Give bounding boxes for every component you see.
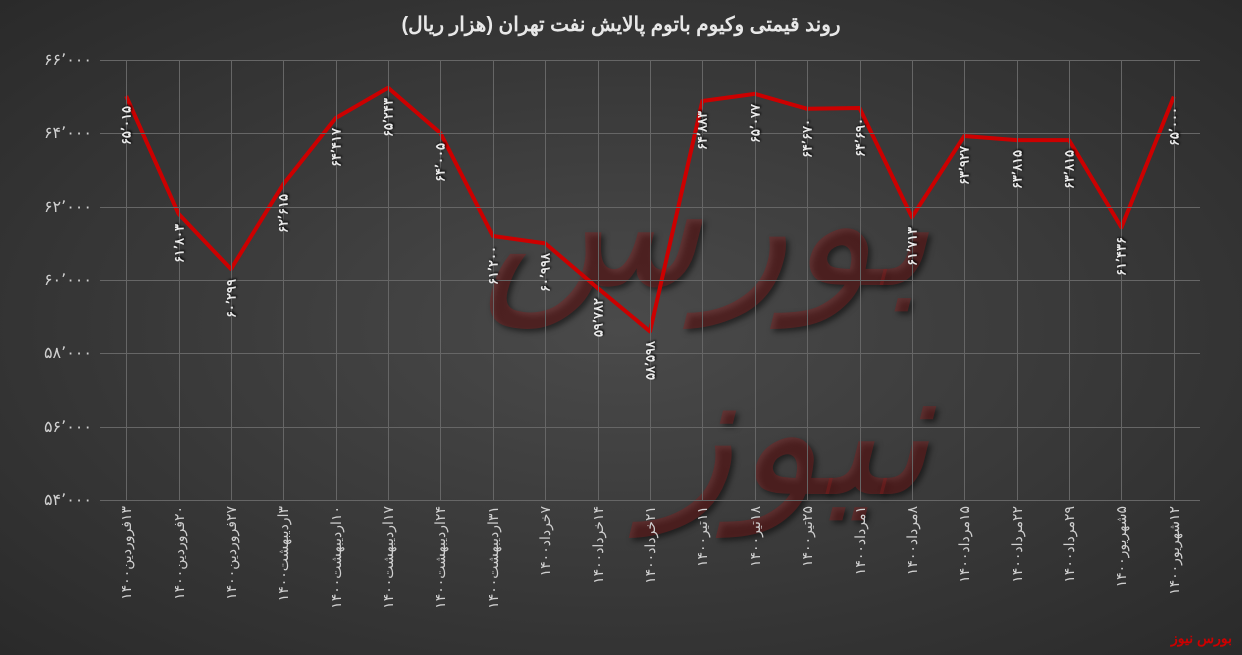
data-label: ۶۳٬۸۱۵ bbox=[1062, 150, 1077, 189]
y-axis-label: ۶۲٬۰۰۰ bbox=[12, 197, 92, 217]
data-label: ۶۱٬۲۰۰ bbox=[485, 246, 500, 285]
x-axis-label: ۳۱اردیبهشت۱۴۰۰ bbox=[485, 506, 501, 609]
grid-line-v bbox=[598, 60, 599, 500]
x-axis-label: ۲۹مرداد۱۴۰۰ bbox=[1061, 506, 1077, 583]
x-axis-label: ۱۵مرداد۱۴۰۰ bbox=[956, 506, 972, 583]
data-label: ۶۴٬۶۷۰ bbox=[800, 119, 815, 158]
grid-line-v bbox=[336, 60, 337, 500]
data-label: ۶۱٬۷۱۳ bbox=[904, 227, 919, 266]
x-axis-label: ۲۵تیر۱۴۰۰ bbox=[799, 506, 815, 567]
data-label: ۶۳٬۹۲۷ bbox=[957, 146, 972, 185]
x-axis-label: ۱۸تیر۱۴۰۰ bbox=[747, 506, 763, 567]
grid-line-v bbox=[1017, 60, 1018, 500]
x-axis-label: ۲۰فروردین۱۴۰۰ bbox=[171, 506, 187, 600]
data-label: ۶۲٬۶۱۵ bbox=[276, 194, 291, 233]
y-axis-label: ۵۶٬۰۰۰ bbox=[12, 417, 92, 437]
x-axis-label: ۳اردیبهشت۱۴۰۰ bbox=[275, 506, 291, 601]
y-axis-label: ۶۰٬۰۰۰ bbox=[12, 270, 92, 290]
data-label: ۵۸٬۵۹۸ bbox=[643, 341, 658, 380]
grid-line-v bbox=[650, 60, 651, 500]
grid-line-v bbox=[1121, 60, 1122, 500]
x-axis-label: ۲۴اردیبهشت۱۴۰۰ bbox=[432, 506, 448, 609]
x-axis-label: ۲۱خرداد۱۴۰۰ bbox=[642, 506, 658, 584]
y-axis-label: ۶۶٬۰۰۰ bbox=[12, 50, 92, 70]
x-axis-label: ۱۷اردیبهشت۱۴۰۰ bbox=[380, 506, 396, 609]
x-axis-label: ۸مرداد۱۴۰۰ bbox=[904, 506, 920, 575]
data-label: ۶۴٬۰۰۵ bbox=[433, 143, 448, 182]
grid-line-v bbox=[179, 60, 180, 500]
plot-area bbox=[100, 60, 1200, 500]
grid-line-v bbox=[964, 60, 965, 500]
grid-line-v bbox=[283, 60, 284, 500]
y-axis-label: ۶۴٬۰۰۰ bbox=[12, 123, 92, 143]
grid-line-v bbox=[912, 60, 913, 500]
data-label: ۶۳٬۸۱۵ bbox=[1009, 150, 1024, 189]
data-label: ۶۱٬۴۳۶ bbox=[1114, 237, 1129, 276]
data-label: ۶۵٬۰۰۰ bbox=[1166, 107, 1181, 146]
x-axis-label: ۱۲شهریور۱۴۰۰ bbox=[1166, 506, 1182, 595]
data-label: ۶۵٬۲۴۳ bbox=[381, 98, 396, 137]
data-label: ۶۵٬۰۷۷ bbox=[747, 104, 762, 143]
x-axis-label: ۷خرداد۱۴۰۰ bbox=[537, 506, 553, 576]
grid-line-h bbox=[100, 500, 1200, 501]
grid-line-v bbox=[1069, 60, 1070, 500]
x-axis-label: ۱۴خرداد۱۴۰۰ bbox=[590, 506, 606, 584]
y-axis-label: ۵۴٬۰۰۰ bbox=[12, 490, 92, 510]
x-axis-label: ۱۳فروردین۱۴۰۰ bbox=[118, 506, 134, 600]
data-label: ۶۰٬۹۹۸ bbox=[538, 253, 553, 292]
data-label: ۶۴٬۸۸۳ bbox=[695, 111, 710, 150]
x-axis-label: ۱مرداد۱۴۰۰ bbox=[852, 506, 868, 575]
chart-title: روند قیمتی وکیوم باتوم پالایش نفت تهران … bbox=[0, 12, 1242, 37]
y-axis-label: ۵۸٬۰۰۰ bbox=[12, 343, 92, 363]
x-axis-label: ۲۷فروردین۱۴۰۰ bbox=[223, 506, 239, 600]
data-label: ۶۴٬۶۹۰ bbox=[852, 118, 867, 157]
x-axis-label: ۱۱تیر۱۴۰۰ bbox=[694, 506, 710, 567]
data-label: ۶۰٬۲۹۹ bbox=[223, 279, 238, 318]
data-label: ۶۱٬۸۰۳ bbox=[171, 224, 186, 263]
x-axis-label: ۱۰اردیبهشت۱۴۰۰ bbox=[328, 506, 344, 609]
data-label: ۶۵٬۰۱۵ bbox=[119, 106, 134, 145]
credit-text: بورس نیوز bbox=[1171, 630, 1232, 647]
data-label: ۶۴٬۴۱۷ bbox=[328, 128, 343, 167]
data-label: ۵۹٬۷۸۲ bbox=[590, 298, 605, 337]
x-axis-label: ۲۲مرداد۱۴۰۰ bbox=[1009, 506, 1025, 583]
grid-line-v bbox=[440, 60, 441, 500]
x-axis-label: ۵شهریور۱۴۰۰ bbox=[1113, 506, 1129, 587]
